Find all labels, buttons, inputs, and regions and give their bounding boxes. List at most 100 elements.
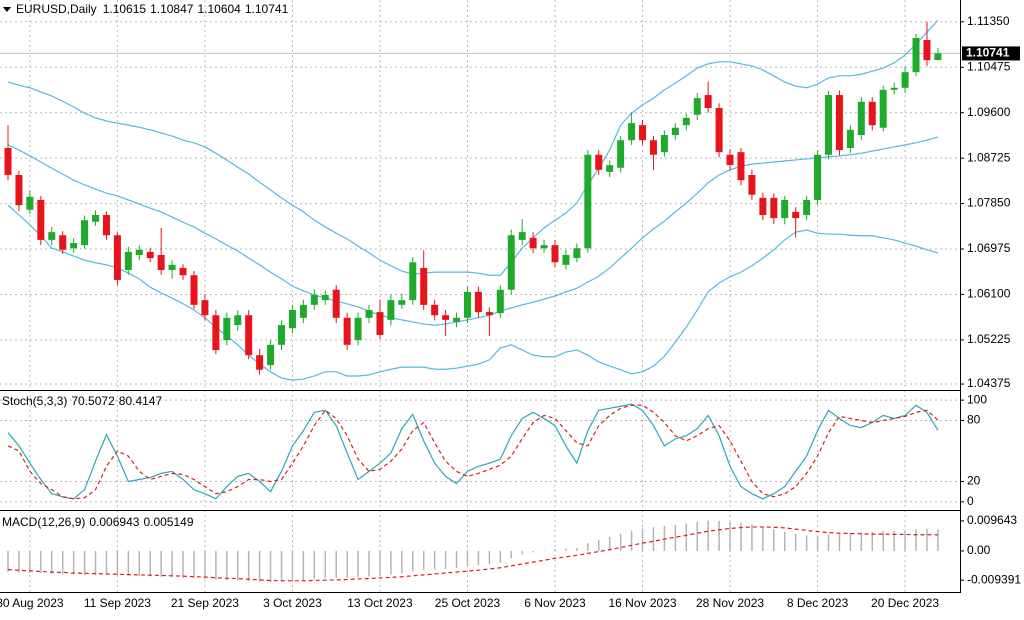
candle-body: [124, 251, 132, 271]
macd-bar: [171, 550, 173, 578]
candle-body: [4, 148, 12, 176]
macd-bar: [94, 550, 97, 575]
candle-body: [639, 125, 647, 141]
macd-bar: [236, 550, 239, 581]
macd-title: MACD(12,26,9): [2, 515, 85, 529]
candle-body: [584, 154, 592, 249]
chart-header: EURUSD,Daily 1.10615 1.10847 1.10604 1.10741: [16, 2, 289, 16]
macd-bar: [193, 550, 195, 579]
candle-body: [704, 95, 712, 109]
macd-bar: [215, 550, 217, 580]
candle-body: [551, 245, 559, 263]
y-tick-label: 1.06100: [967, 287, 1011, 301]
candle-body: [562, 254, 570, 265]
macd-bar: [466, 550, 469, 567]
macd-bar: [7, 550, 9, 572]
candle-body: [529, 237, 537, 249]
candle-body: [310, 294, 318, 305]
candle-body: [245, 315, 253, 356]
stoch-title: Stoch(5,3,3): [2, 394, 67, 408]
macd-bar: [149, 550, 151, 577]
macd-bar: [543, 550, 545, 551]
y-tick-label: -0.009391: [967, 572, 1021, 586]
candle-body: [288, 310, 296, 329]
macd-bar: [587, 543, 589, 551]
macd-bar: [510, 550, 512, 559]
y-tick-label: 20: [967, 474, 981, 488]
macd-bar: [554, 549, 556, 551]
bollinger-lower: [7, 204, 939, 381]
macd-bar: [204, 550, 206, 579]
macd-bar: [379, 550, 381, 576]
candle-body: [442, 315, 450, 320]
candle-body: [507, 235, 515, 290]
candle-body: [759, 197, 767, 215]
macd-bar: [18, 550, 20, 573]
x-tick-label: 3 Oct 2023: [263, 596, 322, 610]
macd-bar: [61, 550, 64, 575]
macd-bar: [794, 533, 797, 551]
candle-body: [671, 127, 679, 136]
high-value: 1.10847: [150, 2, 194, 16]
candle-body: [157, 254, 165, 271]
macd-bar: [674, 524, 677, 551]
candle-body: [803, 199, 811, 215]
macd-bar: [893, 530, 895, 551]
macd-bar: [630, 530, 633, 551]
macd-bar: [619, 533, 622, 551]
macd-bar: [751, 524, 753, 551]
candle-body: [70, 243, 78, 249]
macd-bar: [324, 550, 327, 579]
candle-body: [573, 248, 581, 259]
candle-body: [201, 300, 209, 316]
macd-bar: [346, 550, 348, 578]
stoch-main-line: [7, 403, 939, 500]
candle-body: [715, 108, 723, 153]
candle-body: [102, 214, 110, 236]
macd-bar: [915, 529, 917, 551]
candle-body: [518, 232, 526, 240]
candle-body: [781, 199, 789, 219]
y-tick-label: 1.07850: [967, 196, 1011, 210]
x-tick-label: 25 Oct 2023: [435, 596, 501, 610]
macd-bar: [740, 522, 742, 551]
candle-body: [923, 39, 931, 61]
y-tick-label: 1.09600: [967, 105, 1011, 119]
x-tick-label: 21 Sep 2023: [171, 596, 239, 610]
x-tick-label: 13 Oct 2023: [347, 596, 413, 610]
macd-bar: [805, 535, 808, 551]
macd-signal-line: [7, 526, 938, 582]
macd-bar: [422, 550, 425, 571]
macd-bar: [499, 550, 502, 563]
macd-bar: [182, 550, 184, 578]
candle-body: [332, 289, 340, 318]
macd-bar: [29, 550, 31, 573]
x-tick-label: 20 Dec 2023: [871, 596, 939, 610]
macd-bar: [532, 550, 534, 553]
candle-body: [365, 310, 373, 318]
macd-bar: [838, 533, 841, 551]
candle-body: [617, 140, 625, 168]
macd-bar: [280, 550, 283, 582]
macd-bar: [849, 532, 852, 551]
current-price-label: 1.10741: [966, 46, 1010, 60]
macd-bar: [127, 550, 130, 576]
candle-body: [168, 264, 176, 271]
macd-main-value: 0.006943: [89, 515, 139, 529]
candle-body: [835, 95, 843, 151]
macd-bar: [729, 521, 731, 551]
macd-bar: [926, 528, 928, 551]
bollinger-middle: [7, 136, 939, 326]
candle-body: [135, 249, 143, 255]
symbol-menu-arrow[interactable]: [3, 7, 11, 12]
candle-body: [463, 291, 471, 318]
macd-bar: [565, 548, 567, 551]
candle-body: [792, 211, 800, 219]
candle-body: [81, 220, 89, 246]
macd-bar: [105, 550, 108, 575]
candle-body: [179, 267, 187, 276]
y-tick-label: 1.05225: [967, 332, 1011, 346]
macd-bar: [937, 529, 939, 551]
x-tick-label: 6 Nov 2023: [524, 596, 586, 610]
